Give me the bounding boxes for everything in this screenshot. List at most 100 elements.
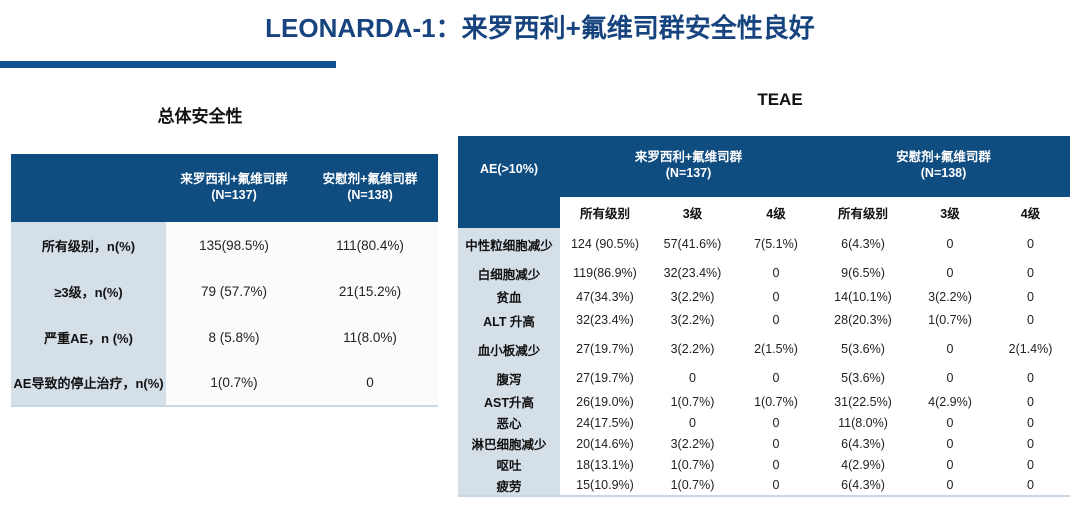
header-group-n: (N=137) xyxy=(665,165,712,180)
row-label: 贫血 xyxy=(458,286,560,307)
subheader-cell: 所有级别 xyxy=(817,197,910,228)
row-value: 3(2.2%) xyxy=(650,307,735,333)
header-group-name: 来罗西利+氟维司群 xyxy=(634,149,743,164)
row-value: 79 (57.7%) xyxy=(166,268,302,314)
row-label: 疲劳 xyxy=(458,475,560,496)
row-label: 腹泻 xyxy=(458,365,560,391)
row-value: 0 xyxy=(650,365,735,391)
row-value: 0 xyxy=(991,286,1071,307)
row-value: 18(13.1%) xyxy=(560,454,650,475)
table-row: 白细胞减少 119(86.9%) 32(23.4%) 0 9(6.5%) 0 0 xyxy=(458,260,1071,286)
header-group-name: 安慰剂+氟维司群 xyxy=(322,172,418,187)
row-value: 124 (90.5%) xyxy=(560,228,650,260)
row-value: 11(8.0%) xyxy=(817,412,910,433)
row-value: 1(0.7%) xyxy=(650,475,735,496)
header-group-placebo: 安慰剂+氟维司群 (N=138) xyxy=(302,154,438,222)
row-label: AST升高 xyxy=(458,391,560,412)
row-value: 0 xyxy=(909,412,992,433)
table-header-row-groups: AE(>10%) 来罗西利+氟维司群 (N=137) 安慰剂+氟维司群 (N=1… xyxy=(458,136,1071,228)
table-row: 淋巴细胞减少 20(14.6%) 3(2.2%) 0 6(4.3%) 0 0 xyxy=(458,433,1071,454)
table-header-row-subcolumns: 所有级别 3级 4级 所有级别 3级 4级 xyxy=(458,197,1071,228)
table-row: 疲劳 15(10.9%) 1(0.7%) 0 6(4.3%) 0 0 xyxy=(458,475,1071,496)
teae-table: AE(>10%) 来罗西利+氟维司群 (N=137) 安慰剂+氟维司群 (N=1… xyxy=(458,136,1071,497)
teae-table-head: AE(>10%) 来罗西利+氟维司群 (N=137) 安慰剂+氟维司群 (N=1… xyxy=(458,136,1071,228)
row-label: ALT 升高 xyxy=(458,307,560,333)
table-row: AST升高 26(19.0%) 1(0.7%) 1(0.7%) 31(22.5%… xyxy=(458,391,1071,412)
row-label: ≥3级，n(%) xyxy=(11,268,166,314)
row-value: 0 xyxy=(991,391,1071,412)
row-value: 0 xyxy=(991,260,1071,286)
table-row: 腹泻 27(19.7%) 0 0 5(3.6%) 0 0 xyxy=(458,365,1071,391)
table-header-row: 来罗西利+氟维司群 (N=137) 安慰剂+氟维司群 (N=138) xyxy=(11,154,438,222)
row-value: 3(2.2%) xyxy=(909,286,992,307)
title-accent-bar xyxy=(0,61,336,68)
row-value: 26(19.0%) xyxy=(560,391,650,412)
table-row: 血小板减少 27(19.7%) 3(2.2%) 2(1.5%) 5(3.6%) … xyxy=(458,333,1071,365)
row-value: 0 xyxy=(909,365,992,391)
row-value: 32(23.4%) xyxy=(560,307,650,333)
header-blank-cell xyxy=(11,154,166,222)
row-label: 所有级别，n(%) xyxy=(11,222,166,268)
subheader-cell: 所有级别 xyxy=(560,197,650,228)
header-group-placebo: 安慰剂+氟维司群 (N=138) xyxy=(817,136,1071,197)
row-label: AE导致的停止治疗，n(%) xyxy=(11,360,166,406)
row-value: 8 (5.8%) xyxy=(166,314,302,360)
overall-safety-table-head: 来罗西利+氟维司群 (N=137) 安慰剂+氟维司群 (N=138) xyxy=(11,154,438,222)
row-value: 5(3.6%) xyxy=(817,365,910,391)
row-value: 0 xyxy=(991,307,1071,333)
teae-table-body: 中性粒细胞减少 124 (90.5%) 57(41.6%) 7(5.1%) 6(… xyxy=(458,228,1071,496)
row-value: 0 xyxy=(735,454,818,475)
row-value: 0 xyxy=(909,433,992,454)
row-value: 2(1.5%) xyxy=(735,333,818,365)
table-row: AE导致的停止治疗，n(%) 1(0.7%) 0 xyxy=(11,360,438,406)
row-label: 白细胞减少 xyxy=(458,260,560,286)
page-title: LEONARDA-1：来罗西利+氟维司群安全性良好 xyxy=(265,13,815,43)
row-value: 0 xyxy=(735,260,818,286)
header-group-n: (N=138) xyxy=(347,188,393,202)
row-value: 119(86.9%) xyxy=(560,260,650,286)
row-value: 11(8.0%) xyxy=(302,314,438,360)
row-value: 57(41.6%) xyxy=(650,228,735,260)
header-group-treatment: 来罗西利+氟维司群 (N=137) xyxy=(166,154,302,222)
row-value: 3(2.2%) xyxy=(650,433,735,454)
overall-safety-table: 来罗西利+氟维司群 (N=137) 安慰剂+氟维司群 (N=138) 所有级别，… xyxy=(11,154,438,407)
subheader-cell: 4级 xyxy=(735,197,818,228)
header-group-treatment: 来罗西利+氟维司群 (N=137) xyxy=(560,136,818,197)
row-value: 27(19.7%) xyxy=(560,333,650,365)
row-value: 5(3.6%) xyxy=(817,333,910,365)
row-value: 0 xyxy=(302,360,438,406)
subheader-cell: 4级 xyxy=(991,197,1071,228)
row-value: 0 xyxy=(909,260,992,286)
row-value: 0 xyxy=(991,365,1071,391)
header-group-name: 安慰剂+氟维司群 xyxy=(896,149,991,164)
row-value: 0 xyxy=(991,228,1071,260)
row-label: 呕吐 xyxy=(458,454,560,475)
row-value: 9(6.5%) xyxy=(817,260,910,286)
overall-safety-table-body: 所有级别，n(%) 135(98.5%) 111(80.4%) ≥3级，n(%)… xyxy=(11,222,438,406)
row-value: 20(14.6%) xyxy=(560,433,650,454)
header-group-n: (N=137) xyxy=(211,188,257,202)
row-value: 6(4.3%) xyxy=(817,475,910,496)
row-value: 111(80.4%) xyxy=(302,222,438,268)
row-value: 0 xyxy=(909,333,992,365)
row-value: 0 xyxy=(991,475,1071,496)
row-value: 0 xyxy=(735,475,818,496)
subheader-cell: 3级 xyxy=(650,197,735,228)
row-label: 恶心 xyxy=(458,412,560,433)
header-ae-corner: AE(>10%) xyxy=(458,136,560,228)
row-value: 14(10.1%) xyxy=(817,286,910,307)
table-row: 严重AE，n (%) 8 (5.8%) 11(8.0%) xyxy=(11,314,438,360)
row-value: 47(34.3%) xyxy=(560,286,650,307)
subheader-cell: 3级 xyxy=(909,197,992,228)
row-value: 1(0.7%) xyxy=(909,307,992,333)
row-value: 7(5.1%) xyxy=(735,228,818,260)
table-row: ALT 升高 32(23.4%) 3(2.2%) 0 28(20.3%) 1(0… xyxy=(458,307,1071,333)
row-value: 6(4.3%) xyxy=(817,433,910,454)
row-value: 1(0.7%) xyxy=(650,391,735,412)
table-row: 中性粒细胞减少 124 (90.5%) 57(41.6%) 7(5.1%) 6(… xyxy=(458,228,1071,260)
row-value: 32(23.4%) xyxy=(650,260,735,286)
row-value: 0 xyxy=(991,433,1071,454)
row-label: 淋巴细胞减少 xyxy=(458,433,560,454)
row-value: 1(0.7%) xyxy=(735,391,818,412)
row-value: 4(2.9%) xyxy=(909,391,992,412)
